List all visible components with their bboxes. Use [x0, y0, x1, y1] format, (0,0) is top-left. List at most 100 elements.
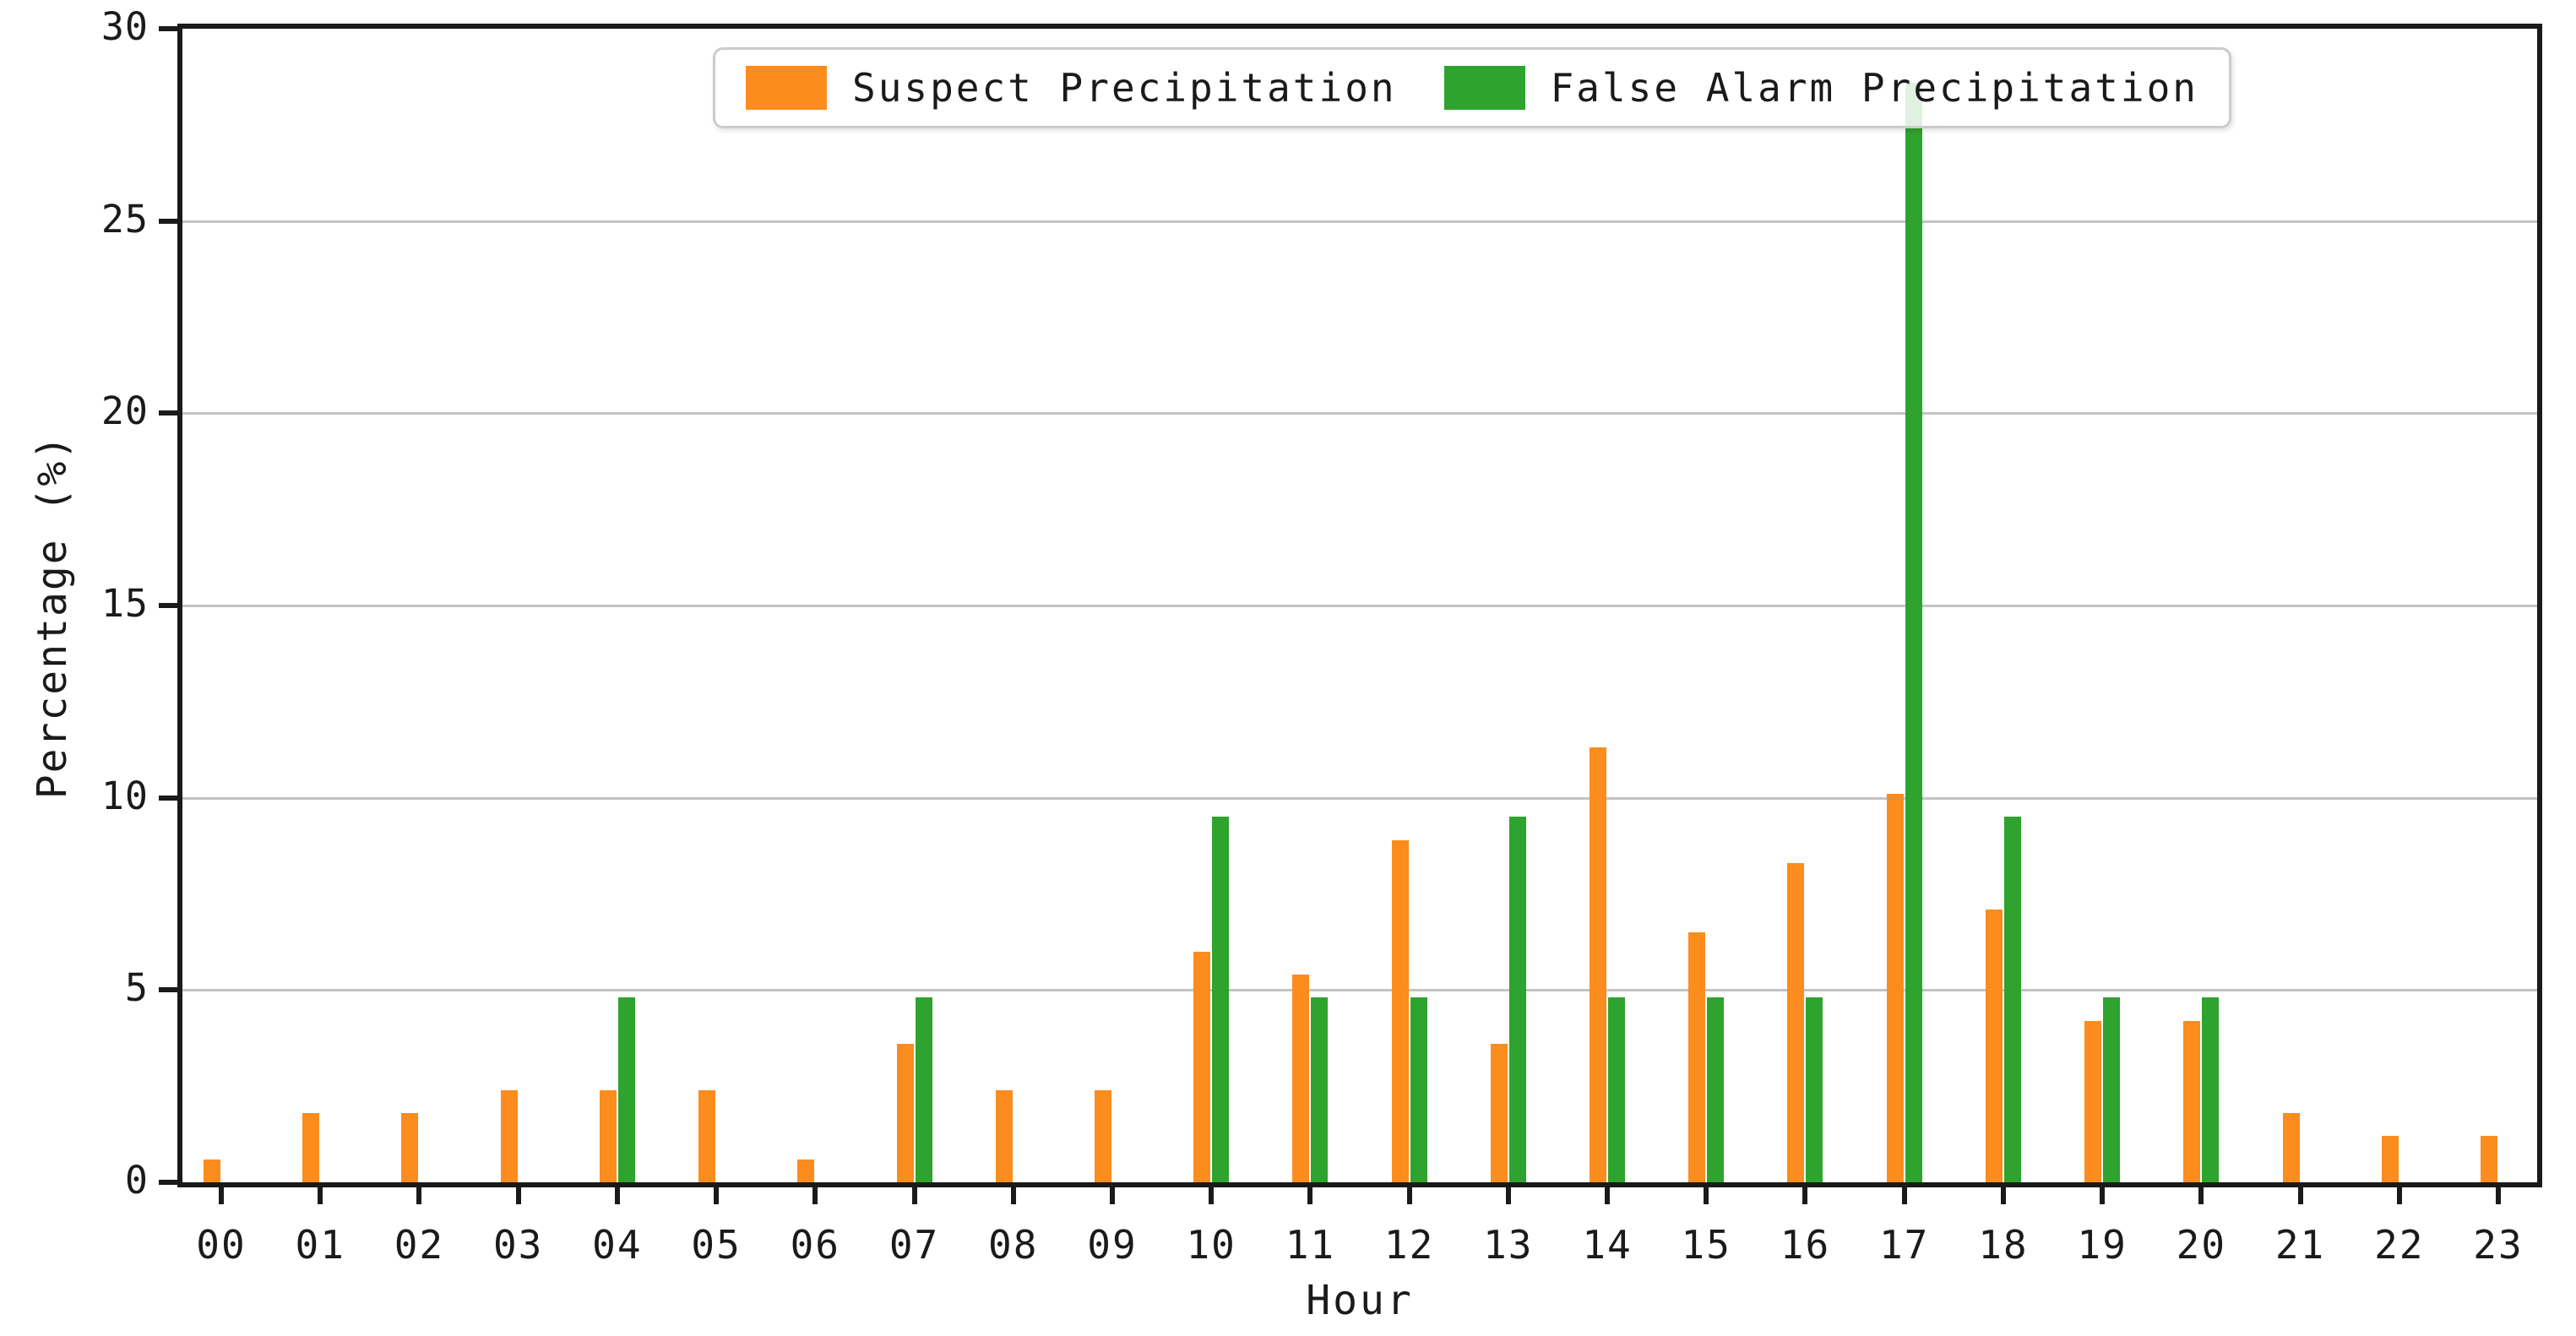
bar-false-alarm-hour-12: [1410, 997, 1427, 1182]
bar-suspect-hour-02: [401, 1113, 419, 1182]
bar-false-alarm-hour-14: [1608, 997, 1626, 1182]
x-tick-label-06: 06: [790, 1222, 840, 1268]
bar-suspect-hour-18: [1985, 909, 2003, 1182]
y-tick-25: [159, 218, 177, 224]
x-tick-label-02: 02: [394, 1222, 445, 1268]
x-axis-label: Hour: [1306, 1277, 1414, 1324]
bar-suspect-hour-11: [1292, 975, 1310, 1182]
bar-suspect-hour-13: [1490, 1044, 1508, 1182]
x-tick-18: [2000, 1187, 2006, 1204]
bar-suspect-hour-19: [2084, 1020, 2102, 1182]
x-tick-00: [219, 1187, 224, 1204]
gridline-15: [182, 605, 2537, 607]
bar-false-alarm-hour-07: [915, 997, 932, 1182]
x-tick-01: [318, 1187, 323, 1204]
x-tick-label-12: 12: [1383, 1222, 1435, 1268]
x-tick-16: [1802, 1187, 1808, 1204]
x-tick-08: [1010, 1187, 1016, 1204]
x-tick-label-14: 14: [1582, 1222, 1633, 1268]
y-tick-label-0: 0: [124, 1158, 149, 1203]
x-tick-label-15: 15: [1681, 1222, 1731, 1268]
bar-suspect-hour-15: [1688, 932, 1706, 1182]
bar-suspect-hour-22: [2381, 1136, 2399, 1182]
bar-suspect-hour-06: [797, 1159, 815, 1182]
y-tick-label-15: 15: [101, 581, 149, 626]
y-tick-label-30: 30: [101, 4, 149, 49]
x-tick-label-03: 03: [492, 1222, 544, 1268]
x-tick-12: [1406, 1187, 1412, 1204]
x-tick-label-16: 16: [1780, 1222, 1831, 1268]
x-tick-label-17: 17: [1878, 1222, 1930, 1268]
x-tick-label-09: 09: [1087, 1222, 1138, 1268]
bar-false-alarm-hour-19: [2103, 997, 2121, 1182]
y-tick-0: [159, 1180, 177, 1185]
x-tick-13: [1505, 1187, 1511, 1204]
x-tick-label-00: 00: [196, 1222, 247, 1268]
bar-suspect-hour-01: [302, 1113, 320, 1182]
x-tick-label-13: 13: [1483, 1222, 1534, 1268]
x-tick-11: [1307, 1187, 1313, 1204]
x-tick-label-22: 22: [2374, 1222, 2425, 1268]
bar-suspect-hour-20: [2183, 1020, 2201, 1182]
x-tick-label-01: 01: [295, 1222, 345, 1268]
gridline-10: [182, 796, 2537, 800]
x-tick-label-04: 04: [592, 1222, 643, 1268]
bar-suspect-hour-16: [1787, 863, 1805, 1182]
bar-suspect-hour-04: [599, 1089, 617, 1182]
bar-false-alarm-hour-04: [617, 997, 635, 1182]
y-tick-label-10: 10: [101, 773, 149, 818]
x-tick-label-23: 23: [2473, 1222, 2524, 1268]
bar-suspect-hour-03: [500, 1089, 518, 1182]
bar-suspect-hour-07: [896, 1044, 914, 1182]
legend-label-false-alarm: False Alarm Precipitation: [1550, 65, 2198, 111]
x-tick-05: [714, 1187, 720, 1204]
bar-suspect-hour-09: [1094, 1089, 1111, 1182]
bar-suspect-hour-10: [1193, 951, 1211, 1182]
x-tick-label-10: 10: [1186, 1222, 1236, 1268]
bar-suspect-hour-14: [1590, 747, 1607, 1182]
x-tick-label-07: 07: [889, 1222, 940, 1268]
legend-label-suspect: Suspect Precipitation: [852, 65, 1397, 111]
x-tick-21: [2297, 1187, 2303, 1204]
y-tick-10: [159, 795, 177, 801]
bar-suspect-hour-12: [1391, 839, 1409, 1182]
legend: Suspect Precipitation False Alarm Precip…: [713, 47, 2231, 128]
y-tick-5: [159, 987, 177, 993]
x-tick-19: [2100, 1187, 2106, 1204]
bar-suspect-hour-23: [2481, 1136, 2497, 1182]
bar-false-alarm-hour-17: [1905, 82, 1922, 1182]
bar-false-alarm-hour-16: [1806, 997, 1823, 1182]
bar-suspect-hour-00: [204, 1159, 220, 1182]
legend-swatch-false-alarm: [1443, 66, 1525, 110]
x-tick-10: [1209, 1187, 1215, 1204]
bar-false-alarm-hour-10: [1212, 817, 1230, 1182]
bar-false-alarm-hour-20: [2202, 997, 2220, 1182]
x-tick-20: [2198, 1187, 2204, 1204]
x-tick-22: [2396, 1187, 2402, 1204]
gridline-5: [182, 989, 2537, 992]
bar-suspect-hour-17: [1886, 794, 1904, 1182]
x-tick-label-18: 18: [1978, 1222, 2029, 1268]
x-tick-03: [515, 1187, 521, 1204]
y-tick-label-5: 5: [124, 965, 149, 1011]
x-tick-14: [1605, 1187, 1611, 1204]
y-tick-20: [159, 410, 177, 416]
y-tick-30: [159, 26, 177, 31]
bar-false-alarm-hour-13: [1508, 817, 1526, 1182]
x-tick-label-20: 20: [2176, 1222, 2227, 1268]
legend-swatch-suspect: [746, 66, 827, 110]
x-tick-06: [812, 1187, 818, 1204]
y-tick-label-25: 25: [101, 196, 149, 242]
x-tick-07: [911, 1187, 917, 1204]
x-tick-15: [1704, 1187, 1709, 1204]
bar-suspect-hour-05: [698, 1089, 716, 1182]
bar-false-alarm-hour-18: [2003, 817, 2021, 1182]
x-tick-04: [614, 1187, 620, 1204]
bar-suspect-hour-08: [995, 1089, 1013, 1182]
x-tick-label-05: 05: [691, 1222, 742, 1268]
bar-false-alarm-hour-11: [1311, 997, 1329, 1182]
gridline-20: [182, 412, 2537, 415]
x-tick-23: [2496, 1187, 2501, 1204]
x-tick-09: [1109, 1187, 1115, 1204]
